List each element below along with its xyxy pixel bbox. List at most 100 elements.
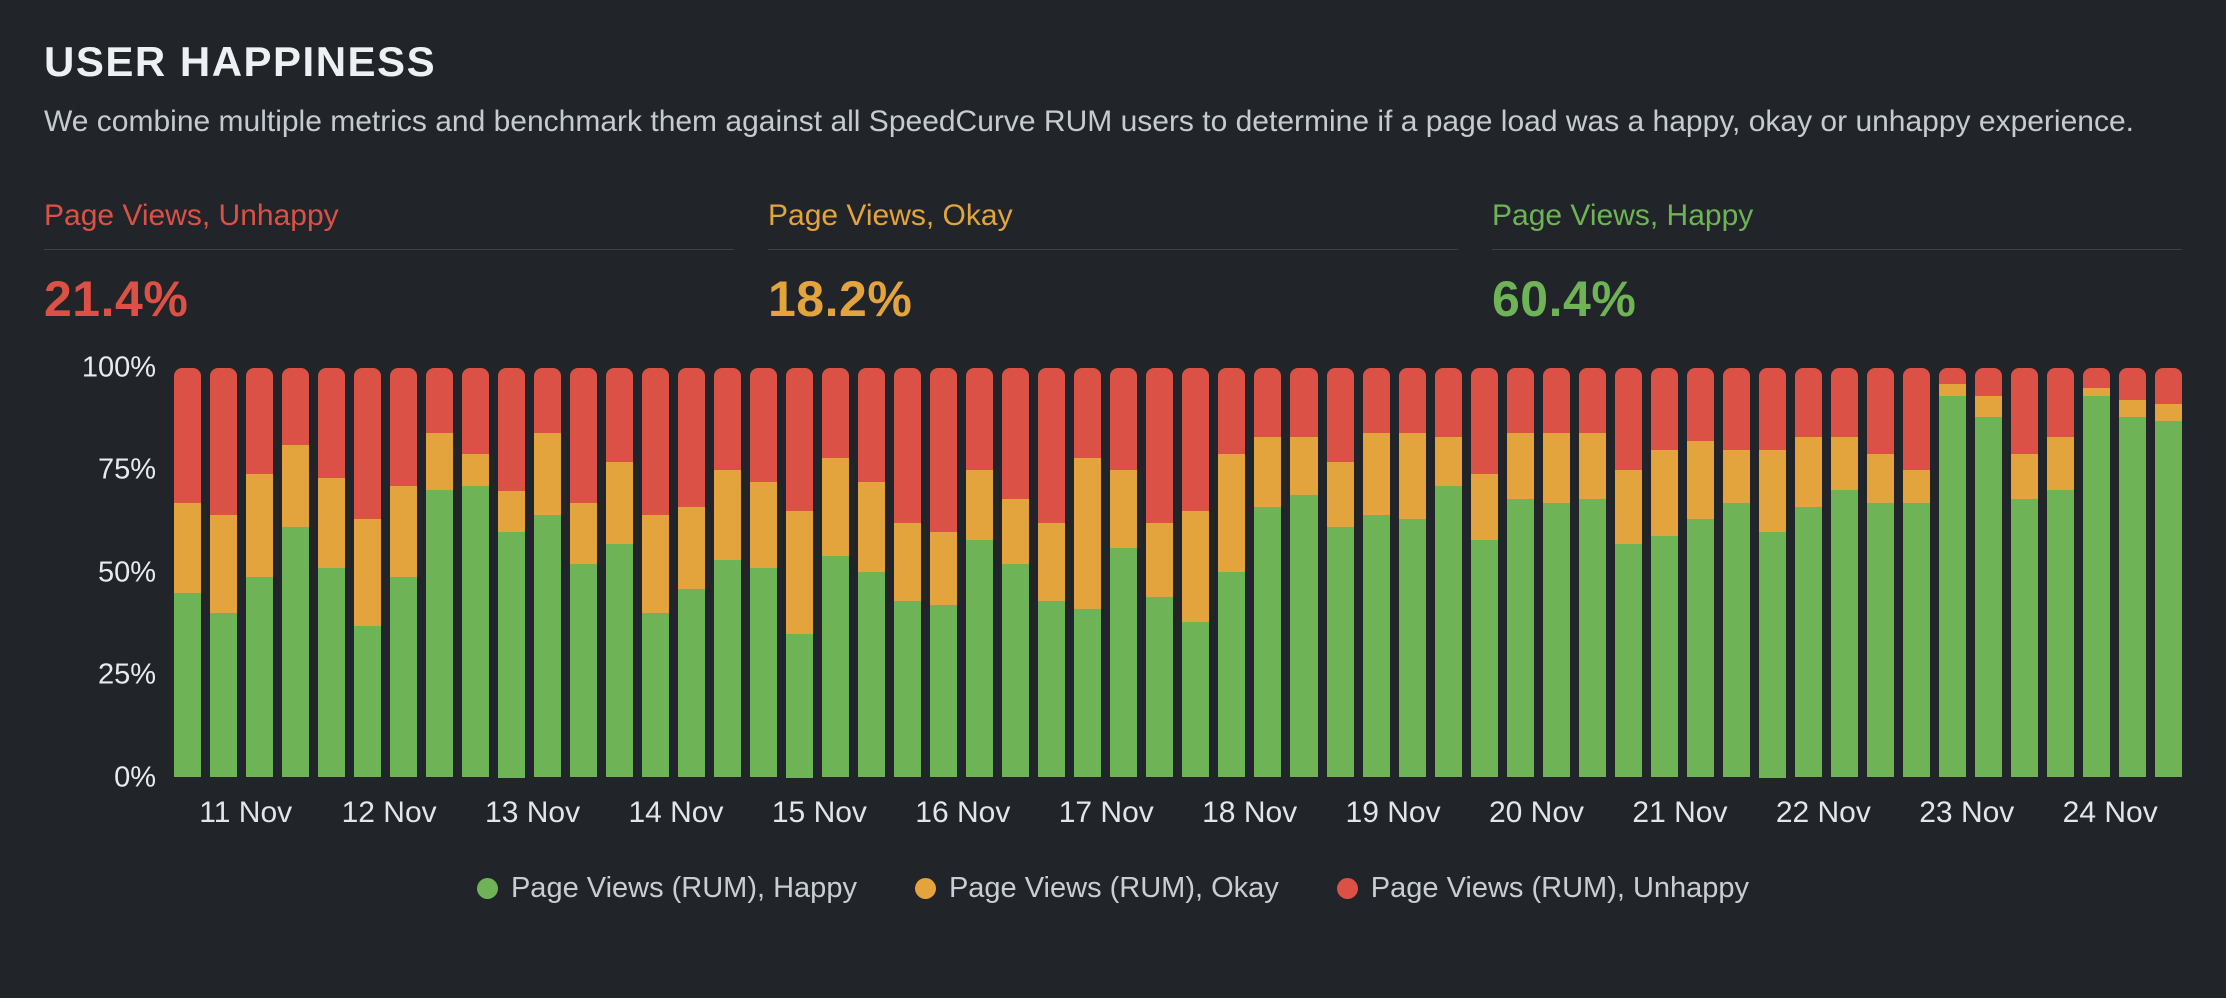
bar-49-segment-happy[interactable]	[1902, 502, 1930, 778]
bar-3-segment-unhappy[interactable]	[246, 367, 274, 475]
bar-42-segment-happy[interactable]	[1650, 535, 1678, 778]
bar-5-segment-unhappy[interactable]	[318, 367, 346, 479]
bar-32-segment-okay[interactable]	[1290, 437, 1318, 495]
bar-9-segment-happy[interactable]	[462, 486, 490, 778]
bar-1-segment-happy[interactable]	[174, 592, 202, 778]
bar-31-segment-unhappy[interactable]	[1254, 367, 1282, 438]
bar-2-segment-okay[interactable]	[210, 515, 238, 614]
bar-40-segment-unhappy[interactable]	[1578, 367, 1606, 434]
bar-4-segment-happy[interactable]	[282, 527, 310, 778]
bar-4-segment-okay[interactable]	[282, 445, 310, 528]
bar-8-segment-happy[interactable]	[426, 490, 454, 778]
bar-19-segment-happy[interactable]	[822, 556, 850, 778]
bar-56-segment-happy[interactable]	[2154, 420, 2182, 778]
bar-23-segment-happy[interactable]	[966, 539, 994, 778]
bar-54-segment-unhappy[interactable]	[2082, 367, 2110, 388]
bar-32-segment-unhappy[interactable]	[1290, 367, 1318, 438]
bar-44-segment-unhappy[interactable]	[1722, 367, 1750, 450]
bar-53-segment-unhappy[interactable]	[2046, 367, 2074, 438]
bar-51-segment-okay[interactable]	[1974, 396, 2002, 417]
bar-27-segment-happy[interactable]	[1110, 547, 1138, 778]
bar-18-segment-okay[interactable]	[786, 511, 814, 634]
bar-20-segment-okay[interactable]	[858, 482, 886, 573]
bar-37-segment-okay[interactable]	[1470, 474, 1498, 540]
bar-51-segment-unhappy[interactable]	[1974, 367, 2002, 397]
bar-30-segment-happy[interactable]	[1218, 572, 1246, 778]
bar-55-segment-okay[interactable]	[2118, 400, 2146, 417]
bar-1-segment-okay[interactable]	[174, 502, 202, 593]
bar-49-segment-unhappy[interactable]	[1902, 367, 1930, 470]
legend-item-okay[interactable]: Page Views (RUM), Okay	[914, 872, 1279, 905]
bar-51-segment-happy[interactable]	[1974, 416, 2002, 778]
bar-6-segment-okay[interactable]	[354, 519, 382, 626]
bar-28-segment-okay[interactable]	[1146, 523, 1174, 598]
bar-13-segment-unhappy[interactable]	[606, 367, 634, 462]
bar-31-segment-okay[interactable]	[1254, 437, 1282, 507]
bar-26-segment-okay[interactable]	[1074, 457, 1102, 610]
bar-1-segment-unhappy[interactable]	[174, 367, 202, 503]
bar-29-segment-unhappy[interactable]	[1182, 367, 1210, 511]
bar-14-segment-happy[interactable]	[642, 613, 670, 778]
bar-14-segment-unhappy[interactable]	[642, 367, 670, 516]
bar-5-segment-happy[interactable]	[318, 568, 346, 778]
bar-48-segment-okay[interactable]	[1866, 453, 1894, 503]
bar-37-segment-happy[interactable]	[1470, 539, 1498, 778]
bar-34-segment-unhappy[interactable]	[1362, 367, 1390, 434]
bar-21-segment-unhappy[interactable]	[894, 367, 922, 524]
bar-25-segment-happy[interactable]	[1038, 601, 1066, 778]
bar-33-segment-happy[interactable]	[1326, 527, 1354, 778]
bar-13-segment-okay[interactable]	[606, 461, 634, 544]
bar-31-segment-happy[interactable]	[1254, 506, 1282, 778]
bar-24-segment-unhappy[interactable]	[1002, 367, 1030, 499]
bar-9-segment-unhappy[interactable]	[462, 367, 490, 454]
bar-15-segment-okay[interactable]	[678, 506, 706, 589]
legend-item-happy[interactable]: Page Views (RUM), Happy	[476, 872, 857, 905]
bar-3-segment-okay[interactable]	[246, 474, 274, 577]
bar-48-segment-unhappy[interactable]	[1866, 367, 1894, 454]
bar-36-segment-unhappy[interactable]	[1434, 367, 1462, 438]
bar-42-segment-unhappy[interactable]	[1650, 367, 1678, 450]
bar-54-segment-okay[interactable]	[2082, 388, 2110, 397]
bar-48-segment-happy[interactable]	[1866, 502, 1894, 778]
bar-15-segment-happy[interactable]	[678, 588, 706, 778]
bar-55-segment-unhappy[interactable]	[2118, 367, 2146, 401]
bar-41-segment-happy[interactable]	[1614, 543, 1642, 778]
bar-9-segment-okay[interactable]	[462, 453, 490, 487]
bar-47-segment-okay[interactable]	[1830, 437, 1858, 491]
bar-11-segment-happy[interactable]	[534, 515, 562, 778]
bar-24-segment-okay[interactable]	[1002, 498, 1030, 565]
bar-36-segment-happy[interactable]	[1434, 486, 1462, 778]
bar-8-segment-unhappy[interactable]	[426, 367, 454, 434]
bar-28-segment-unhappy[interactable]	[1146, 367, 1174, 524]
bar-25-segment-okay[interactable]	[1038, 523, 1066, 602]
bar-29-segment-okay[interactable]	[1182, 511, 1210, 622]
bar-43-segment-okay[interactable]	[1686, 441, 1714, 520]
bar-10-segment-unhappy[interactable]	[498, 367, 526, 491]
bar-47-segment-happy[interactable]	[1830, 490, 1858, 778]
bar-5-segment-okay[interactable]	[318, 478, 346, 569]
bar-4-segment-unhappy[interactable]	[282, 367, 310, 446]
bar-30-segment-unhappy[interactable]	[1218, 367, 1246, 454]
bar-54-segment-happy[interactable]	[2082, 396, 2110, 778]
bar-32-segment-happy[interactable]	[1290, 494, 1318, 778]
bar-39-segment-unhappy[interactable]	[1542, 367, 1570, 434]
bar-40-segment-happy[interactable]	[1578, 498, 1606, 778]
bar-52-segment-unhappy[interactable]	[2010, 367, 2038, 454]
bar-42-segment-okay[interactable]	[1650, 449, 1678, 536]
bar-38-segment-okay[interactable]	[1506, 433, 1534, 499]
bar-40-segment-okay[interactable]	[1578, 433, 1606, 499]
bar-33-segment-unhappy[interactable]	[1326, 367, 1354, 462]
bar-19-segment-okay[interactable]	[822, 457, 850, 557]
bar-46-segment-unhappy[interactable]	[1794, 367, 1822, 438]
bar-20-segment-happy[interactable]	[858, 572, 886, 778]
bar-23-segment-okay[interactable]	[966, 470, 994, 540]
bar-2-segment-unhappy[interactable]	[210, 367, 238, 516]
bar-24-segment-happy[interactable]	[1002, 564, 1030, 778]
bar-17-segment-happy[interactable]	[750, 568, 778, 778]
bar-16-segment-okay[interactable]	[714, 470, 742, 561]
bar-35-segment-okay[interactable]	[1398, 433, 1426, 520]
bar-11-segment-okay[interactable]	[534, 433, 562, 516]
bar-23-segment-unhappy[interactable]	[966, 367, 994, 470]
bar-21-segment-happy[interactable]	[894, 601, 922, 778]
bar-50-segment-unhappy[interactable]	[1938, 367, 1966, 384]
